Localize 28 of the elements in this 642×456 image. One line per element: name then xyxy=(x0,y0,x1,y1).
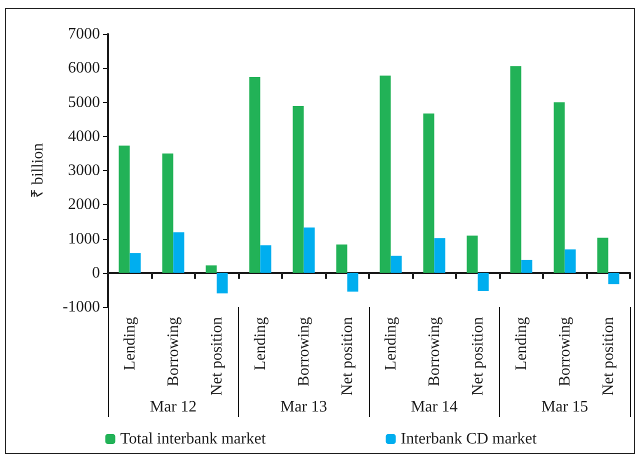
x-tick-label: Net position xyxy=(208,317,226,396)
y-axis-title: ₹ billion xyxy=(30,143,46,198)
x-tick-label: Net position xyxy=(600,317,617,396)
x-tick-label: Borrowing xyxy=(556,317,574,386)
y-tick-label: 7000 xyxy=(68,26,100,42)
x-tick-label: Lending xyxy=(512,317,530,370)
text: Mar 15 xyxy=(541,398,588,416)
y-tick-label: 6000 xyxy=(68,60,100,77)
legend-label: Interbank CD market xyxy=(400,430,538,448)
y-tick-label: 3000 xyxy=(68,162,100,179)
x-tick-label: Lending xyxy=(252,317,269,370)
text: Mar 13 xyxy=(280,398,328,416)
legend-label: Total interbank market xyxy=(120,430,266,448)
text: Mar 14 xyxy=(410,398,458,416)
x-tick-label: Lending xyxy=(121,317,138,370)
text: Mar 12 xyxy=(150,398,197,416)
y-tick-label: 2000 xyxy=(68,196,100,214)
x-tick-label: Borrowing xyxy=(164,317,182,386)
x-tick-label: Borrowing xyxy=(426,317,443,386)
y-tick-label: -1000 xyxy=(62,298,100,316)
x-tick-label: Lending xyxy=(382,317,400,370)
x-tick-label: Net position xyxy=(338,317,356,396)
y-tick-label: 0 xyxy=(92,264,100,282)
x-tick-label: Borrowing xyxy=(295,317,312,386)
y-tick-label: 4000 xyxy=(68,128,100,145)
y-tick-label: 1000 xyxy=(68,230,100,248)
x-tick-label: Net position xyxy=(469,317,486,396)
y-tick-label: 5000 xyxy=(68,94,100,111)
